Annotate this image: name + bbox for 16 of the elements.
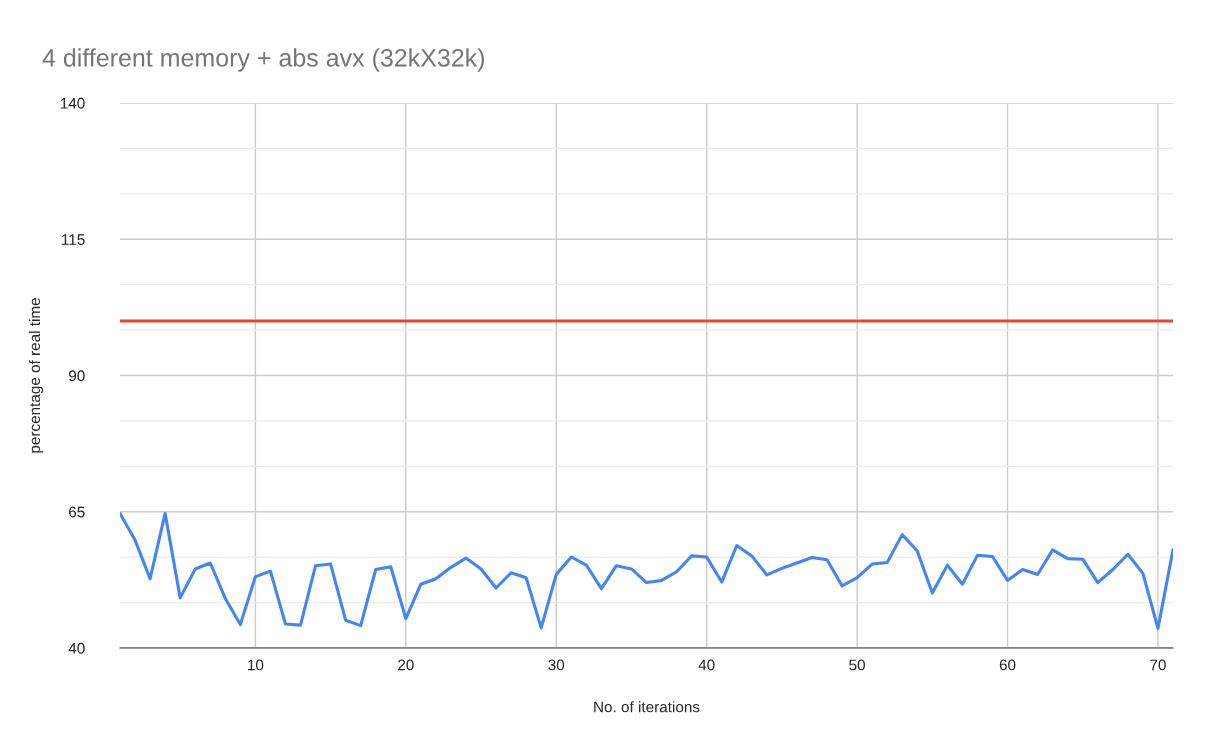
x-tick-label: 40 — [698, 659, 715, 671]
x-tick-label: 10 — [248, 659, 264, 671]
y-tick-label: 65 — [69, 506, 85, 518]
y-tick-label: 140 — [60, 97, 85, 109]
y-tick-label: 40 — [68, 642, 85, 654]
x-tick-label: 50 — [849, 659, 865, 671]
x-tick-label: 60 — [999, 659, 1016, 671]
y-axis-title: percentage of real time — [28, 298, 44, 453]
chart-title: 4 different memory + abs avx (32kX32k) — [42, 48, 484, 72]
x-axis-title: No. of iterations — [594, 701, 700, 713]
y-tick-label: 90 — [69, 370, 85, 382]
line-series — [120, 511, 1173, 630]
x-tick-label: 20 — [398, 659, 414, 671]
x-tick-label: 70 — [1150, 659, 1166, 671]
y-tick-label: 115 — [62, 234, 85, 245]
x-tick-label: 30 — [548, 659, 565, 671]
